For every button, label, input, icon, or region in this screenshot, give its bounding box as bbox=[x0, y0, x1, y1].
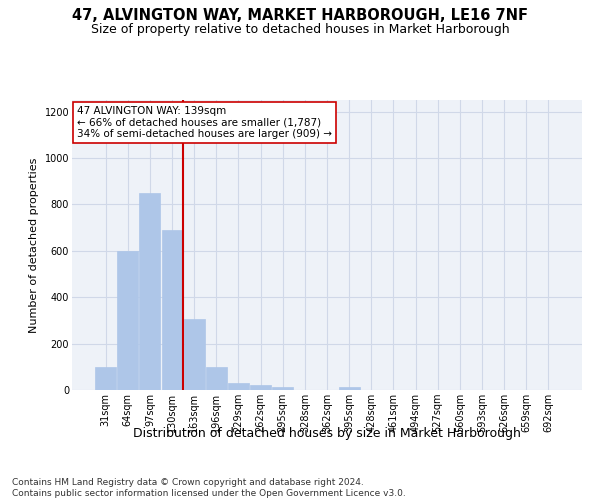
Text: Contains HM Land Registry data © Crown copyright and database right 2024.
Contai: Contains HM Land Registry data © Crown c… bbox=[12, 478, 406, 498]
Text: 47 ALVINGTON WAY: 139sqm
← 66% of detached houses are smaller (1,787)
34% of sem: 47 ALVINGTON WAY: 139sqm ← 66% of detach… bbox=[77, 106, 332, 139]
Bar bbox=[184, 319, 205, 390]
Bar bbox=[139, 193, 160, 390]
Bar bbox=[250, 385, 271, 390]
Text: 47, ALVINGTON WAY, MARKET HARBOROUGH, LE16 7NF: 47, ALVINGTON WAY, MARKET HARBOROUGH, LE… bbox=[72, 8, 528, 22]
Bar bbox=[161, 230, 182, 390]
Bar bbox=[206, 367, 227, 390]
Bar bbox=[118, 251, 139, 390]
Bar bbox=[228, 383, 249, 390]
Bar bbox=[338, 386, 359, 390]
Text: Distribution of detached houses by size in Market Harborough: Distribution of detached houses by size … bbox=[133, 428, 521, 440]
Text: Size of property relative to detached houses in Market Harborough: Size of property relative to detached ho… bbox=[91, 22, 509, 36]
Bar bbox=[272, 387, 293, 390]
Y-axis label: Number of detached properties: Number of detached properties bbox=[29, 158, 39, 332]
Bar bbox=[95, 367, 116, 390]
